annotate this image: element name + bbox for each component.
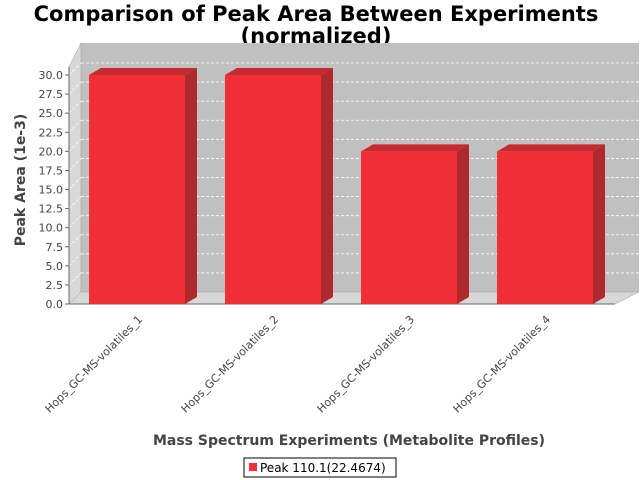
- bar-side: [321, 68, 333, 304]
- grid-line-wall: [68, 62, 82, 76]
- bar-top: [361, 144, 469, 152]
- x-category-label: Hops_GC-MS-volatiles_4: [451, 313, 554, 416]
- grid-line-wall: [68, 158, 82, 171]
- bar-top: [497, 144, 605, 152]
- grid-line-wall: [68, 196, 82, 209]
- bars: [89, 68, 605, 304]
- bar-front: [497, 151, 593, 304]
- x-category-label: Hops_GC-MS-volatiles_1: [43, 313, 146, 416]
- y-tick-label: 30.0: [39, 69, 64, 82]
- x-category-label: Hops_GC-MS-volatiles_2: [179, 313, 282, 416]
- legend: Peak 110.1(22.4674): [243, 457, 397, 478]
- legend-swatch: [249, 463, 257, 471]
- grid-line-wall: [68, 253, 82, 267]
- bar-top: [225, 68, 333, 75]
- chart-title-line1: Comparison of Peak Area Between Experime…: [34, 2, 599, 26]
- y-tick-label: 17.5: [39, 164, 64, 177]
- y-tick-label: 12.5: [39, 203, 64, 216]
- grid-line-wall: [68, 215, 82, 228]
- y-tick-label: 22.5: [39, 126, 64, 139]
- bar-2: [225, 68, 333, 304]
- y-tick-label: 10.0: [39, 222, 64, 235]
- x-axis-categories: Hops_GC-MS-volatiles_1 Hops_GC-MS-volatil…: [43, 313, 554, 416]
- grid-line-wall: [68, 234, 82, 248]
- bar-front: [225, 75, 321, 304]
- bar-side: [593, 144, 605, 304]
- grid-line-wall: [68, 81, 82, 95]
- y-tick-label: 27.5: [39, 88, 64, 101]
- bar-front: [89, 75, 185, 304]
- legend-label: Peak 110.1(22.4674): [260, 461, 386, 475]
- bar-front: [361, 151, 457, 304]
- y-tick-label: 15.0: [39, 184, 64, 197]
- y-tick-label: 20.0: [39, 145, 64, 158]
- bar-side: [457, 144, 469, 304]
- grid-line-wall: [68, 119, 82, 133]
- grid-line-wall: [68, 100, 82, 114]
- y-tick-label: 25.0: [39, 107, 64, 120]
- x-axis-label: Mass Spectrum Experiments (Metabolite Pr…: [153, 433, 545, 449]
- bar-4: [497, 144, 605, 304]
- bar-1: [89, 68, 197, 304]
- grid-line-wall: [68, 272, 82, 286]
- grid-line-wall: [68, 139, 82, 152]
- x-category-label: Hops_GC-MS-volatiles_3: [315, 313, 418, 416]
- bar-top: [89, 68, 197, 75]
- y-tick-label: 0.0: [46, 298, 64, 311]
- y-tick-label: 7.5: [46, 241, 64, 254]
- bar-side: [185, 68, 197, 304]
- left-wall: [68, 42, 82, 305]
- y-tick-label: 2.5: [46, 279, 64, 292]
- y-tick-label: 5.0: [46, 260, 64, 273]
- grid-line-wall: [68, 177, 82, 190]
- y-axis-label: Peak Area (1e-3): [13, 114, 29, 247]
- legend-box: [243, 457, 397, 478]
- bar-3: [361, 144, 469, 304]
